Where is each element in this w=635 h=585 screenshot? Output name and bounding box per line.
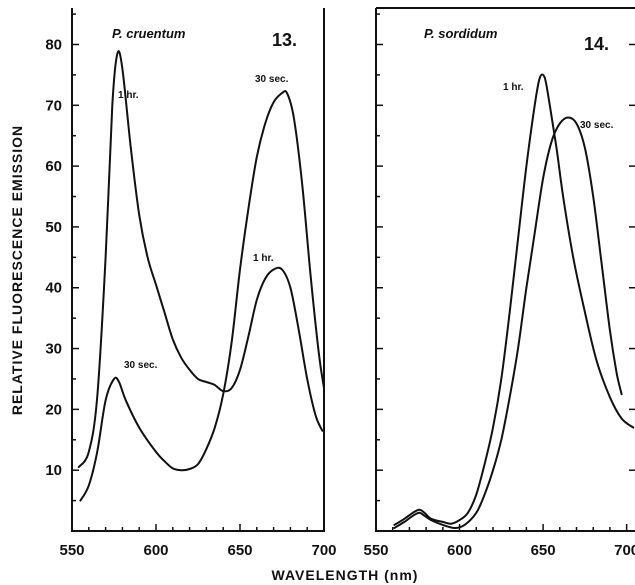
y-tick-label: 30 xyxy=(45,341,62,358)
y-tick-label: 50 xyxy=(45,219,62,236)
y-tick-label: 20 xyxy=(45,401,62,418)
x-tick-label: 550 xyxy=(363,542,388,559)
annotation-1hr-lower-right: 1 hr. xyxy=(253,253,274,264)
x-tick-label: 700 xyxy=(311,542,336,559)
panel-14-x-ticks: 550 600 650 700 xyxy=(363,524,635,559)
panel-p-sordidum: 550 600 650 700 P. sordidum 14. 1 hr. 30 se… xyxy=(363,7,635,559)
annotation-30sec: 30 sec. xyxy=(580,120,614,131)
series-line-1-hr- xyxy=(393,73,635,526)
x-tick-label: 700 xyxy=(614,542,635,559)
series-line-30-sec- xyxy=(393,116,623,529)
y-axis-title: RELATIVE FLUORESCENCE EMISSION xyxy=(9,125,25,415)
panel-13-curves xyxy=(77,50,325,502)
x-tick-label: 600 xyxy=(143,542,168,559)
panel-13-title: P. cruentum xyxy=(112,26,186,41)
panel-14-number: 14. xyxy=(584,34,609,54)
x-tick-label: 650 xyxy=(227,542,252,559)
x-tick-label: 550 xyxy=(59,542,84,559)
annotation-30sec-upper-right: 30 sec. xyxy=(255,74,289,85)
annotation-1hr: 1 hr. xyxy=(503,82,524,93)
annotation-1hr-upper-left: 1 hr. xyxy=(118,90,139,101)
y-tick-label: 40 xyxy=(45,280,62,297)
panel-13-frame xyxy=(71,8,325,532)
panel-13-y-ticks: 10 20 30 40 50 60 70 80 xyxy=(45,13,79,502)
series-line-1-hr- xyxy=(77,50,324,469)
y-tick-label: 70 xyxy=(45,97,62,114)
x-tick-label: 600 xyxy=(447,542,472,559)
annotation-30sec-lower-left: 30 sec. xyxy=(124,360,158,371)
x-axis-title: WAVELENGTH (nm) xyxy=(272,567,419,583)
x-tick-label: 650 xyxy=(531,542,556,559)
panel-14-title: P. sordidum xyxy=(424,26,498,41)
y-tick-label: 60 xyxy=(45,158,62,175)
panel-14-y-ticks xyxy=(376,13,635,502)
series-line-30-sec- xyxy=(79,89,325,502)
panel-13-number: 13. xyxy=(272,30,297,50)
panel-14-curves xyxy=(393,73,635,529)
y-tick-label: 10 xyxy=(45,462,62,479)
y-tick-label: 80 xyxy=(45,36,62,53)
panel-p-cruentum: 10 20 30 40 50 60 70 80 550 600 650 700 P. cruentu… xyxy=(45,8,337,559)
panel-13-x-ticks: 550 600 650 700 xyxy=(59,524,337,559)
